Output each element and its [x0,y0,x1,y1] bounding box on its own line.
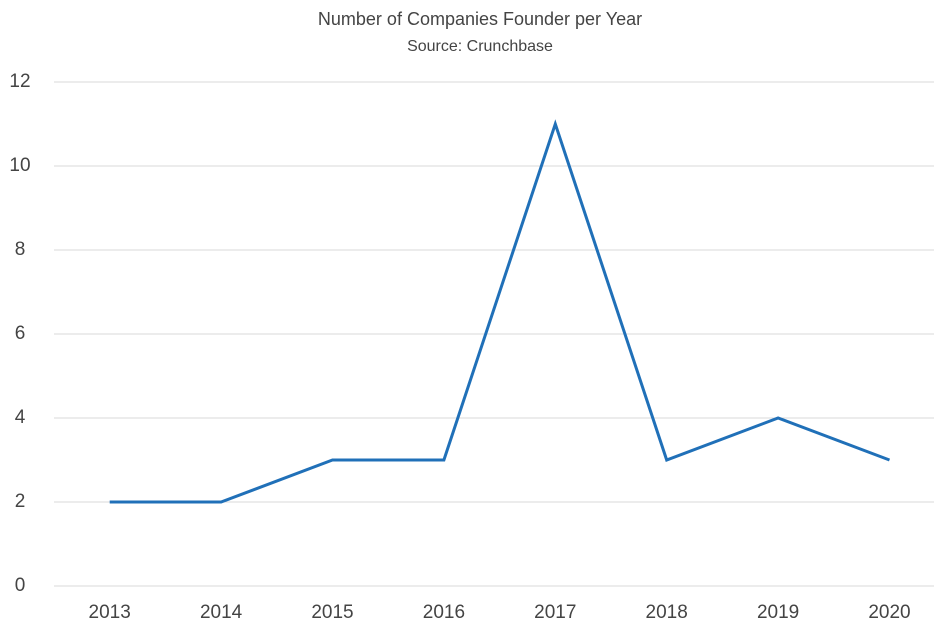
y-tick-label: 8 [15,239,26,260]
x-tick-label: 2016 [423,602,465,623]
x-tick-label: 2019 [757,602,799,623]
x-tick-label: 2018 [646,602,688,623]
y-tick-label: 10 [9,155,30,176]
chart-subtitle: Source: Crunchbase [407,38,553,55]
x-tick-label: 2015 [311,602,353,623]
chart-title: Number of Companies Founder per Year [318,9,642,29]
y-tick-label: 6 [15,323,26,344]
y-tick-label: 4 [15,407,26,428]
x-tick-label: 2017 [534,602,576,623]
x-tick-label: 2013 [89,602,131,623]
x-tick-label: 2014 [200,602,243,623]
y-tick-label: 2 [15,491,26,512]
x-tick-label: 2020 [868,602,910,623]
y-tick-label: 0 [15,575,26,596]
line [109,119,891,504]
y-tick-label: 12 [9,71,30,92]
